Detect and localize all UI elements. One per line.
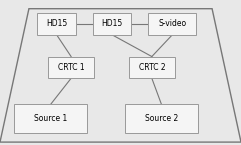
FancyBboxPatch shape <box>148 13 196 35</box>
FancyBboxPatch shape <box>129 57 175 78</box>
Text: HD15: HD15 <box>46 19 67 28</box>
FancyBboxPatch shape <box>37 13 76 35</box>
FancyBboxPatch shape <box>48 57 94 78</box>
FancyBboxPatch shape <box>125 104 198 133</box>
Text: Source 2: Source 2 <box>145 114 178 123</box>
Text: CRTC 1: CRTC 1 <box>58 63 84 72</box>
FancyBboxPatch shape <box>93 13 131 35</box>
FancyBboxPatch shape <box>14 104 87 133</box>
Text: S-video: S-video <box>158 19 186 28</box>
Text: Source 1: Source 1 <box>34 114 67 123</box>
Text: CRTC 2: CRTC 2 <box>139 63 165 72</box>
Text: HD15: HD15 <box>101 19 123 28</box>
